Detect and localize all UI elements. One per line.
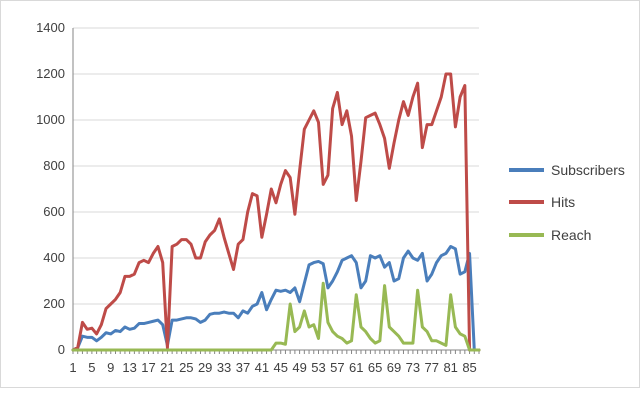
y-tick-label: 1200	[36, 66, 65, 81]
x-tick-label: 81	[443, 360, 457, 375]
x-tick-label: 5	[88, 360, 95, 375]
x-tick-label: 61	[349, 360, 363, 375]
x-tick-label: 69	[387, 360, 401, 375]
x-tick-label: 37	[236, 360, 250, 375]
x-tick-label: 1	[69, 360, 76, 375]
y-tick-label: 1000	[36, 112, 65, 127]
x-tick-label: 17	[141, 360, 155, 375]
y-tick-label: 400	[43, 250, 65, 265]
x-tick-label: 41	[255, 360, 269, 375]
x-tick-label: 21	[160, 360, 174, 375]
y-tick-label: 200	[43, 296, 65, 311]
y-tick-label: 800	[43, 158, 65, 173]
legend-label-reach: Reach	[551, 227, 591, 243]
x-tick-label: 33	[217, 360, 231, 375]
x-tick-label: 25	[179, 360, 193, 375]
x-tick-label: 49	[292, 360, 306, 375]
series-line-hits	[71, 72, 481, 352]
x-tick-label: 9	[107, 360, 114, 375]
y-tick-label: 1400	[36, 20, 65, 35]
legend-label-subscribers: Subscribers	[551, 162, 625, 178]
x-tick-label: 29	[198, 360, 212, 375]
x-tick-label: 53	[311, 360, 325, 375]
x-tick-label: 45	[273, 360, 287, 375]
x-tick-label: 57	[330, 360, 344, 375]
series-line-reach	[71, 281, 481, 352]
legend-label-hits: Hits	[551, 194, 575, 210]
y-tick-label: 0	[58, 342, 65, 357]
x-tick-label: 13	[122, 360, 136, 375]
x-tick-label: 73	[406, 360, 420, 375]
y-tick-label: 600	[43, 204, 65, 219]
x-tick-label: 85	[462, 360, 476, 375]
x-tick-label: 65	[368, 360, 382, 375]
series-line-subscribers	[71, 245, 481, 352]
x-tick-label: 77	[425, 360, 439, 375]
